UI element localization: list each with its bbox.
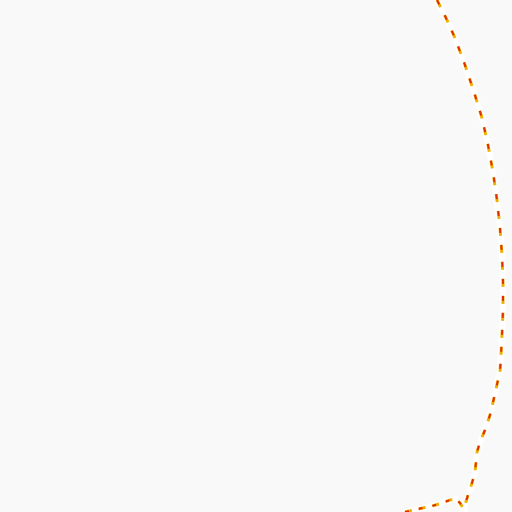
boundary-spur-secondary xyxy=(404,497,467,512)
boundary-line xyxy=(436,0,504,512)
